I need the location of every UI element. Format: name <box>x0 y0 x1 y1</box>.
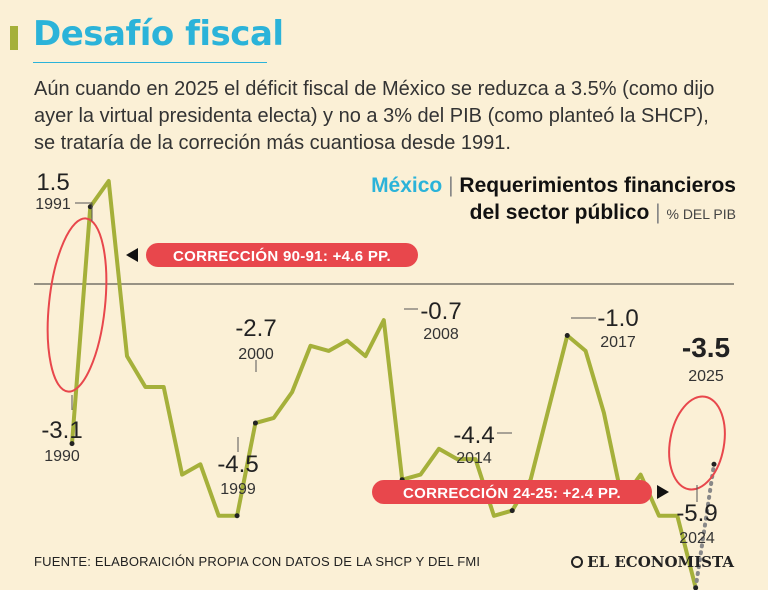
point-value-label-2000: -2.7 <box>235 315 276 342</box>
point-year-label-2008: 2008 <box>423 326 459 343</box>
point-value-label-2024: -5.9 <box>676 500 717 527</box>
point-marker-1990 <box>69 441 75 447</box>
chart-unit: % DEL PIB <box>666 206 736 222</box>
point-marker-2017 <box>564 333 570 338</box>
point-year-label-2024: 2024 <box>679 530 715 547</box>
point-marker-2025 <box>711 461 717 467</box>
annotation-text-1: CORRECCIÓN 90-91: +4.6 PP. <box>173 247 391 265</box>
title-underline <box>33 62 267 63</box>
point-value-label-1991: 1.5 <box>36 169 69 196</box>
source-note: FUENTE: ELABORAICIÓN PROPIA CON DATOS DE… <box>34 554 481 569</box>
series-line-projection <box>693 462 716 590</box>
point-year-label-2017: 2017 <box>600 334 636 351</box>
point-value-label-2017: -1.0 <box>597 305 638 332</box>
point-marker-2014 <box>509 508 515 514</box>
highlight-ellipse-1990-1991 <box>46 217 108 393</box>
annotation-pill-1 <box>146 243 418 267</box>
subtitle-text: Aún cuando en 2025 el déficit fiscal de … <box>34 78 715 154</box>
point-value-label-1999: -4.5 <box>217 451 258 478</box>
point-marker-1999 <box>234 513 240 519</box>
point-value-label-2025: -3.5 <box>682 332 730 363</box>
page-title: Desafío fiscal <box>33 14 284 54</box>
chart-title-line2: del sector público <box>469 201 650 224</box>
point-value-label-2008: -0.7 <box>420 298 461 325</box>
point-marker-2000 <box>252 420 258 426</box>
publisher-logo: EL ECONOMISTA <box>571 553 734 571</box>
annotation-text-2: CORRECCIÓN 24-25: +2.4 PP. <box>403 484 621 502</box>
title-accent-bar <box>10 26 18 50</box>
point-value-label-2014: -4.4 <box>453 422 494 449</box>
point-year-label-1990: 1990 <box>44 448 80 465</box>
point-year-label-1991: 1991 <box>35 196 71 213</box>
point-year-label-2025: 2025 <box>688 368 724 385</box>
chart-header-separator: | <box>448 174 454 197</box>
point-value-label-1990: -3.1 <box>41 417 82 444</box>
logo-icon <box>571 556 584 568</box>
point-marker-2024 <box>693 585 699 590</box>
series-line-main <box>70 179 698 590</box>
point-leader-1991 <box>75 202 93 221</box>
annotation-arrow-icon-1 <box>126 248 138 262</box>
chart-title-line1: Requerimientos financieros <box>459 174 736 197</box>
chart-header: México | Requerimientos financieros del … <box>371 174 736 224</box>
annotation-pill-2 <box>372 480 652 504</box>
highlight-ellipse-2024-2025 <box>668 395 726 491</box>
chart-country: México <box>371 174 443 197</box>
logo-text: EL ECONOMISTA <box>587 553 734 571</box>
point-year-label-2000: 2000 <box>238 346 274 363</box>
annotation-arrow-icon-2 <box>657 485 669 499</box>
point-year-label-1999: 1999 <box>220 481 256 498</box>
point-year-label-2014: 2014 <box>456 450 492 467</box>
